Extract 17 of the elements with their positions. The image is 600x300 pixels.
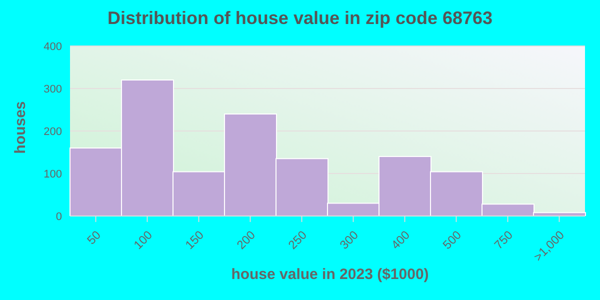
x-axis-title: house value in 2023 ($1000) [230,266,430,283]
y-axis-title: houses [12,101,29,154]
y-tick-label: 400 [44,40,62,53]
x-tick-label: 50 [84,228,104,248]
y-tick-label: 200 [44,126,62,138]
y-tick-label: 0 [56,210,62,223]
x-tick-label: 400 [388,228,413,252]
x-tick-label: 200 [234,228,258,252]
chart-title: Distribution of house value in zip code 68763 [106,8,494,29]
x-tick-label: 150 [182,228,207,252]
y-tick-label: 300 [44,83,62,96]
x-tick-label: 300 [336,228,362,252]
x-tick-label: 250 [285,228,310,252]
x-tick-label: 100 [130,228,156,252]
x-tick-label: 750 [491,228,516,252]
y-tick-label: 100 [44,168,62,180]
x-tick-label: 500 [440,228,464,252]
